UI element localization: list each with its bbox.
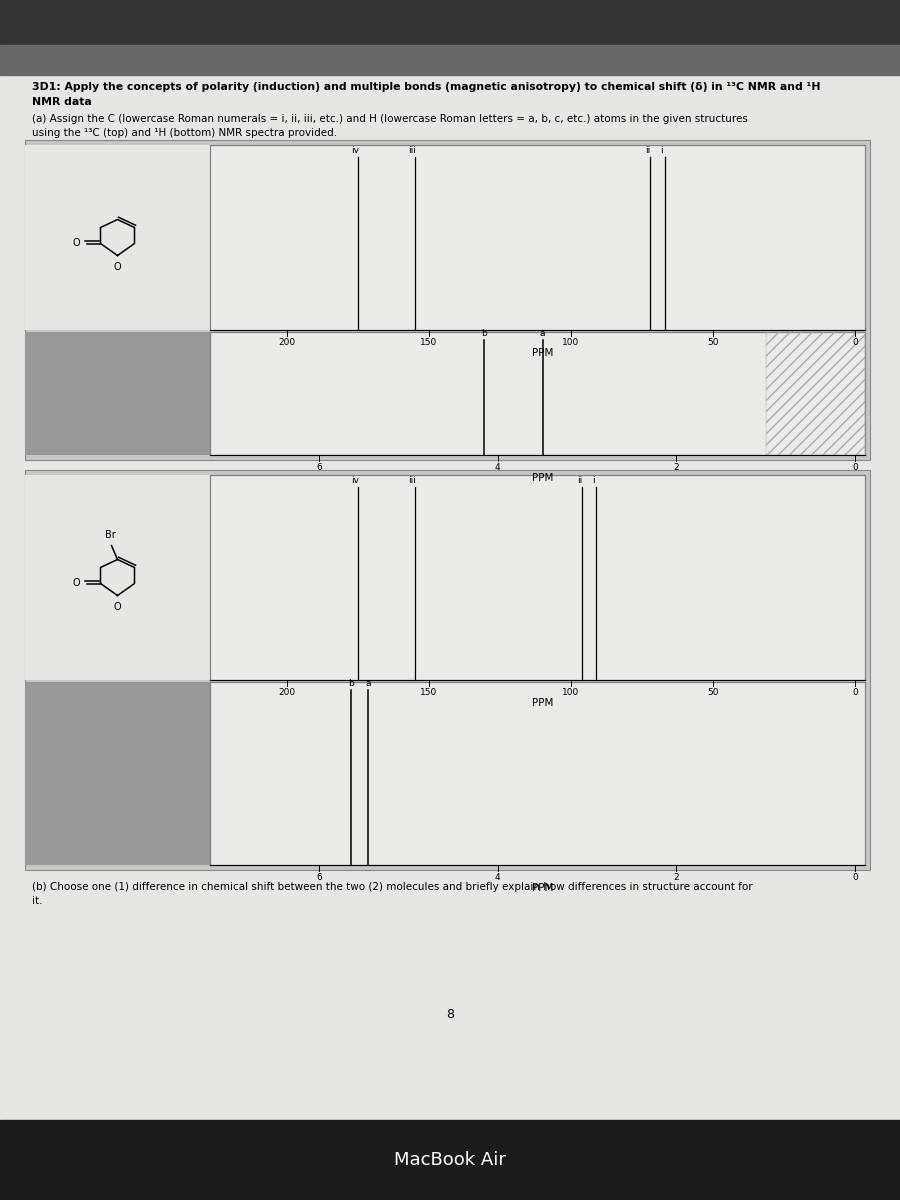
Text: iv: iv — [351, 476, 359, 485]
Text: a: a — [365, 679, 371, 688]
Text: 100: 100 — [562, 338, 580, 347]
Text: i: i — [661, 146, 663, 155]
Text: a: a — [540, 329, 545, 338]
Text: PPM: PPM — [532, 473, 554, 482]
Text: Br: Br — [105, 529, 116, 540]
Text: 0: 0 — [852, 688, 858, 697]
Text: iii: iii — [408, 476, 416, 485]
Text: 200: 200 — [278, 338, 295, 347]
Text: 0: 0 — [852, 874, 858, 882]
Text: 200: 200 — [278, 688, 295, 697]
Text: O: O — [73, 238, 80, 247]
Text: O: O — [73, 577, 80, 588]
Text: 50: 50 — [707, 688, 719, 697]
Text: 6: 6 — [317, 463, 322, 472]
Bar — [0, 1120, 900, 1200]
Text: i: i — [592, 476, 595, 485]
Text: 100: 100 — [562, 688, 580, 697]
Text: O: O — [113, 602, 122, 612]
Text: b: b — [347, 679, 354, 688]
Text: NMR data: NMR data — [32, 97, 92, 107]
Bar — [25, 475, 210, 680]
Bar — [0, 44, 900, 74]
Bar — [210, 475, 865, 680]
Bar — [20, 74, 880, 1115]
Bar — [210, 145, 865, 330]
Bar — [210, 682, 865, 865]
Text: ii: ii — [644, 146, 650, 155]
Text: MacBook Air: MacBook Air — [394, 1151, 506, 1169]
Bar — [25, 145, 210, 330]
Text: 4: 4 — [495, 874, 500, 882]
Text: (a) Assign the C (lowercase Roman numerals = i, ii, iii, etc.) and H (lowercase : (a) Assign the C (lowercase Roman numera… — [32, 114, 748, 124]
Text: 2: 2 — [673, 463, 680, 472]
Bar — [25, 332, 210, 455]
Text: iv: iv — [351, 146, 359, 155]
Text: 6: 6 — [317, 874, 322, 882]
Text: 2: 2 — [673, 874, 680, 882]
Text: it.: it. — [32, 896, 42, 906]
Bar — [0, 50, 900, 70]
Text: 8: 8 — [446, 1008, 454, 1021]
Bar — [0, 0, 900, 50]
Bar — [0, 0, 900, 44]
Text: ii: ii — [577, 476, 582, 485]
Text: PPM: PPM — [532, 698, 554, 708]
Bar — [25, 470, 870, 870]
Text: 150: 150 — [420, 688, 437, 697]
Text: 150: 150 — [420, 338, 437, 347]
Text: b: b — [482, 329, 487, 338]
Text: PPM: PPM — [532, 883, 554, 893]
Text: using the ¹³C (top) and ¹H (bottom) NMR spectra provided.: using the ¹³C (top) and ¹H (bottom) NMR … — [32, 128, 338, 138]
Bar — [25, 682, 210, 865]
Bar — [25, 140, 870, 460]
Text: O: O — [113, 263, 122, 272]
Text: PPM: PPM — [532, 348, 554, 358]
Text: 50: 50 — [707, 338, 719, 347]
Text: iii: iii — [408, 146, 416, 155]
Text: 0: 0 — [852, 338, 858, 347]
Bar — [766, 332, 865, 455]
Bar — [210, 332, 865, 455]
Text: 0: 0 — [852, 463, 858, 472]
Text: (b) Choose one (1) difference in chemical shift between the two (2) molecules an: (b) Choose one (1) difference in chemica… — [32, 882, 752, 892]
Text: 4: 4 — [495, 463, 500, 472]
Text: 3D1: Apply the concepts of polarity (induction) and multiple bonds (magnetic ani: 3D1: Apply the concepts of polarity (ind… — [32, 82, 821, 92]
